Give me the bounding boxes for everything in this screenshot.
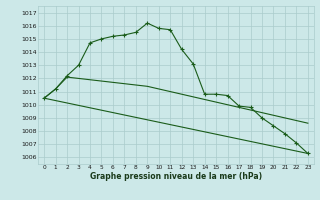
X-axis label: Graphe pression niveau de la mer (hPa): Graphe pression niveau de la mer (hPa) bbox=[90, 172, 262, 181]
